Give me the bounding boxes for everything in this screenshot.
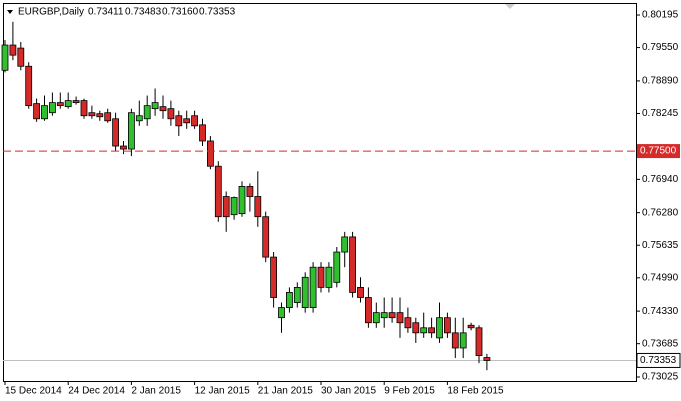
candle-body <box>396 312 404 324</box>
candle-body <box>143 105 151 120</box>
x-tick-label: 18 Feb 2015 <box>447 386 504 397</box>
x-tick-label: 2 Jan 2015 <box>131 386 181 397</box>
candle-body <box>333 251 341 283</box>
candle-body <box>436 317 443 339</box>
last-price-box <box>636 352 681 368</box>
candle-body <box>428 327 436 334</box>
candle-body <box>206 140 214 167</box>
candle-body <box>72 100 80 104</box>
candle-body <box>317 266 325 288</box>
candle-body <box>25 65 33 107</box>
candle-body <box>254 196 262 218</box>
x-tick-label: 24 Dec 2014 <box>68 386 125 397</box>
candle-body <box>135 115 143 122</box>
y-tick-label: 0.79550 <box>642 42 679 53</box>
candle-body <box>151 102 159 110</box>
scroll-marker <box>505 4 515 9</box>
x-tick-label: 15 Dec 2014 <box>5 386 62 397</box>
candle-body <box>33 103 40 120</box>
candle-body <box>475 327 483 356</box>
y-tick-label: 0.76940 <box>642 174 679 185</box>
y-tick-label: 0.80195 <box>642 10 679 21</box>
level-label: 0.77500 <box>640 146 677 157</box>
candle-body <box>301 276 309 308</box>
candle-body <box>443 317 451 334</box>
candle-body <box>412 322 420 334</box>
candle-body <box>49 102 56 114</box>
candle-body <box>293 286 301 303</box>
y-tick-label: 0.74990 <box>642 272 679 283</box>
candle-body <box>120 145 127 150</box>
candle-body <box>467 324 475 329</box>
candle-body <box>483 357 491 361</box>
candle-body <box>230 197 238 216</box>
chart-title: EURGBP,Daily <box>18 7 84 18</box>
header-value: 0.73411 <box>88 7 124 18</box>
candle-body <box>380 312 388 319</box>
candle-body <box>191 115 199 127</box>
candle-body <box>278 307 285 319</box>
candle-body <box>88 112 96 117</box>
candle-body <box>262 216 270 258</box>
candle-body <box>222 196 230 218</box>
candle-body <box>364 297 372 324</box>
candle-body <box>238 186 246 215</box>
candle-body <box>1 44 9 71</box>
candle-body <box>199 124 206 142</box>
candle-body <box>285 292 293 308</box>
candle-body <box>56 102 64 107</box>
candle-body <box>127 112 135 150</box>
last-price-label: 0.73353 <box>640 355 677 366</box>
x-tick-label: 9 Feb 2015 <box>384 386 435 397</box>
candle-body <box>41 105 48 120</box>
header-value: 0.73483 <box>125 7 162 18</box>
candle-body <box>404 317 412 329</box>
candle-body <box>357 286 364 298</box>
y-tick-label: 0.74330 <box>642 306 679 317</box>
candle-body <box>459 332 467 349</box>
y-tick-label: 0.78890 <box>642 76 679 87</box>
candle-body <box>64 100 72 108</box>
candle-body <box>80 100 88 117</box>
x-tick-label: 12 Jan 2015 <box>195 386 250 397</box>
header-arrow <box>7 10 13 14</box>
candle-body <box>388 312 396 319</box>
candle-body <box>104 112 112 122</box>
candle-body <box>341 236 349 253</box>
candle-body <box>325 266 333 288</box>
candle-body <box>372 312 380 324</box>
candle-body <box>309 266 317 308</box>
candle-body <box>183 118 191 124</box>
y-tick-label: 0.73025 <box>642 372 679 383</box>
candle-body <box>96 113 104 118</box>
candle-body <box>17 47 25 67</box>
candle-body <box>112 118 119 147</box>
candle-body <box>451 332 459 349</box>
candle-body <box>270 256 278 298</box>
candle-body <box>420 327 428 334</box>
y-tick-label: 0.76280 <box>642 207 679 218</box>
plot-frame <box>3 3 637 382</box>
candle-body <box>246 186 254 197</box>
level-label-box <box>637 144 680 159</box>
header-value: 0.73353 <box>199 7 236 18</box>
header-value: 0.73160 <box>162 7 199 18</box>
y-tick-label: 0.78245 <box>642 108 679 119</box>
candle-body <box>214 165 222 218</box>
candle-body <box>349 236 357 293</box>
candle-body <box>175 115 183 127</box>
x-tick-label: 30 Jan 2015 <box>321 386 376 397</box>
candle-body <box>167 108 175 120</box>
candle-body <box>159 106 167 112</box>
candle-body <box>9 44 17 56</box>
y-tick-label: 0.73685 <box>642 338 679 349</box>
x-tick-label: 21 Jan 2015 <box>258 386 313 397</box>
y-tick-label: 0.75635 <box>642 240 679 251</box>
